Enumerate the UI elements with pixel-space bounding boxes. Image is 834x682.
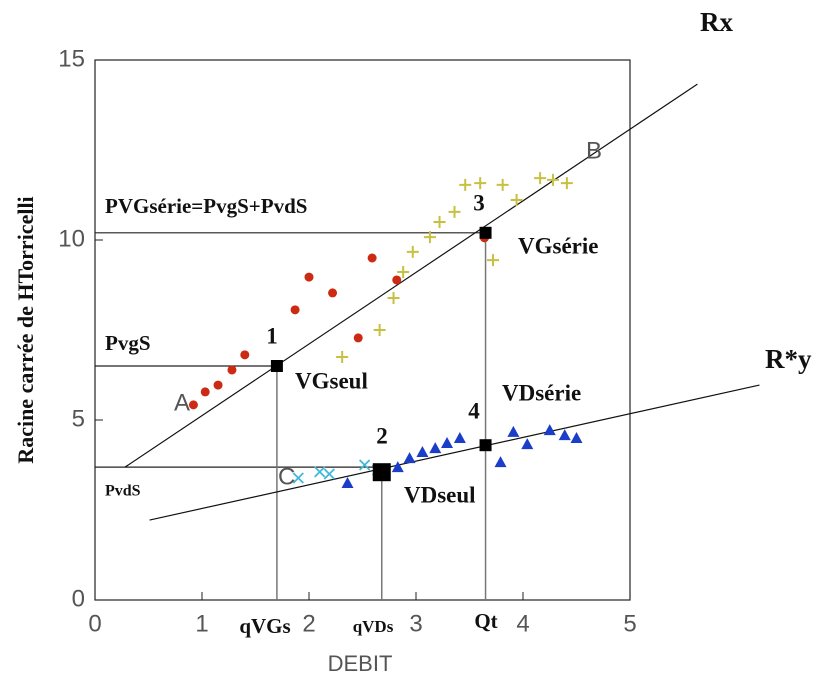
- point: [429, 442, 442, 454]
- fit-line: [149, 384, 760, 521]
- point: [453, 432, 466, 443]
- annotation: C: [278, 463, 295, 490]
- point: [494, 456, 507, 468]
- point: [353, 333, 363, 343]
- line-label: R*y: [765, 344, 812, 374]
- point: [392, 275, 402, 285]
- point: [391, 461, 404, 473]
- point: [328, 288, 338, 298]
- point: [188, 400, 198, 410]
- point: [521, 438, 534, 450]
- point: [546, 173, 559, 186]
- point: [510, 194, 523, 207]
- plot-frame: [94, 59, 631, 601]
- x-tick-label: 0: [88, 610, 101, 637]
- x-tick-label: 5: [623, 610, 636, 637]
- x-axis-label: DEBIT: [328, 651, 393, 676]
- point: [292, 472, 304, 484]
- annotation: VGsérie: [518, 233, 598, 258]
- y-axis-label: Racine carrée de HTorricelli: [13, 196, 38, 463]
- point: [406, 245, 419, 258]
- operating-point: [270, 360, 283, 372]
- point: [397, 266, 410, 279]
- point-label: 3: [473, 190, 485, 215]
- point: [423, 231, 436, 244]
- point: [534, 172, 547, 185]
- operating-point: [479, 226, 492, 239]
- annotation: VGseul: [295, 368, 368, 393]
- point: [227, 365, 237, 375]
- point: [487, 254, 500, 267]
- point: [474, 177, 487, 190]
- point: [359, 459, 371, 471]
- point: [213, 380, 223, 390]
- point: [496, 178, 509, 191]
- point: [367, 253, 377, 263]
- guide-label: qVGs: [239, 614, 290, 638]
- point: [336, 351, 349, 363]
- point: [341, 477, 354, 488]
- y-tick-label: 0: [72, 585, 85, 612]
- point-label: 4: [468, 398, 480, 423]
- point: [373, 324, 386, 336]
- point: [543, 424, 556, 436]
- annotation: VDsérie: [502, 380, 581, 405]
- point: [448, 205, 461, 218]
- y-tick-label: 15: [58, 45, 85, 72]
- point: [387, 291, 400, 304]
- point: [459, 178, 472, 191]
- guide-label: PVGsérie=PvgS+PvdS: [105, 194, 307, 218]
- point: [416, 446, 429, 458]
- guide-label: PvgS: [105, 331, 151, 355]
- point: [200, 387, 210, 397]
- point: [507, 425, 520, 437]
- point: [558, 429, 571, 441]
- y-tick-label: 10: [58, 225, 85, 252]
- fit-line: [124, 83, 698, 468]
- guide-label: PvdS: [105, 483, 141, 500]
- point-label: 2: [376, 423, 388, 448]
- annotation: VDseul: [404, 482, 476, 507]
- point: [240, 350, 250, 360]
- point: [323, 468, 335, 480]
- x-tick-label: 4: [516, 610, 529, 637]
- point-label: 1: [266, 323, 278, 348]
- line-label: Rx: [700, 7, 733, 37]
- guide-label: qVDs: [353, 617, 394, 636]
- point: [570, 432, 583, 443]
- annotation: B: [586, 137, 602, 164]
- point: [403, 452, 416, 464]
- annotation: A: [174, 389, 190, 416]
- operating-point: [479, 439, 492, 452]
- guide-label: Qt: [474, 609, 497, 633]
- point: [560, 177, 573, 190]
- x-tick-label: 2: [302, 610, 315, 637]
- operating-point: [372, 463, 391, 482]
- point: [304, 272, 314, 282]
- point: [433, 216, 446, 228]
- x-tick-label: 3: [409, 610, 422, 637]
- x-tick-label: 1: [195, 610, 208, 637]
- point: [290, 305, 300, 315]
- y-tick-label: 5: [72, 405, 85, 432]
- point: [314, 466, 326, 478]
- point: [441, 437, 454, 449]
